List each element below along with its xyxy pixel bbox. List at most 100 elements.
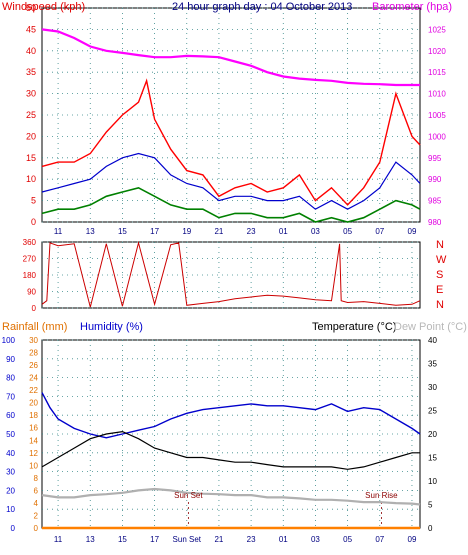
x-tick-label: 19: [182, 227, 191, 236]
x-tick-label: 13: [86, 535, 95, 544]
x-tick-label: 17: [150, 535, 159, 544]
direction-tick-label: 270: [23, 255, 37, 264]
humidity-tick-label: 30: [6, 468, 15, 477]
x-tick-label: 23: [247, 535, 256, 544]
direction-tick-label: 360: [23, 238, 37, 247]
wind-minimum-line: [41, 186, 421, 223]
dew-point-line: [41, 487, 421, 506]
wind-tick-label: 5: [31, 196, 36, 206]
x-tick-label: 07: [375, 227, 384, 236]
rainfall-tick-label: 10: [29, 461, 38, 470]
x-tick-label: 01: [279, 535, 288, 544]
wind-tick-label: 10: [26, 174, 36, 184]
rainfall-tick-label: 30: [29, 336, 38, 345]
humidity-axis-title: Humidity (%): [80, 321, 143, 333]
compass-label: W: [436, 254, 447, 266]
rainfall-tick-label: 28: [29, 349, 38, 358]
humidity-line: [41, 392, 421, 439]
humidity-tick-label: 40: [6, 449, 15, 458]
x-tick-label: 07: [375, 535, 384, 544]
temperature-axis-title: Temperature (°C): [312, 321, 396, 333]
x-tick-label: 09: [408, 227, 417, 236]
compass-label: N: [436, 299, 444, 311]
x-tick-label: 15: [118, 535, 127, 544]
temperature-tick-label: 40: [428, 336, 437, 345]
x-tick-label: 17: [150, 227, 159, 236]
wind-axis-title: Windspeed (kph): [2, 1, 85, 13]
chart-title: 24 hour graph day : 04 October 2013: [172, 1, 352, 13]
x-tick-label: 11: [54, 535, 63, 544]
x-tick-label: 11: [54, 227, 63, 236]
x-tick-label: 09: [408, 535, 417, 544]
windspeed-line: [41, 78, 421, 206]
rainfall-tick-label: 14: [29, 436, 38, 445]
barometer-tick-label: 985: [428, 197, 442, 206]
temperature-tick-label: 0: [428, 524, 433, 533]
rainfall-tick-label: 16: [29, 424, 38, 433]
humidity-tick-label: 100: [2, 336, 16, 345]
x-tick-label: 03: [311, 535, 320, 544]
rainfall-tick-label: 22: [29, 386, 38, 395]
wind-tick-label: 40: [26, 46, 36, 56]
sunset-annotation: Sun Set: [174, 491, 203, 500]
rainfall-tick-label: 18: [29, 411, 38, 420]
rainfall-tick-label: 12: [29, 449, 38, 458]
wind-tick-label: 50: [26, 3, 36, 13]
sunrise-annotation: Sun Rise: [365, 491, 398, 500]
x-tick-label: 05: [343, 227, 352, 236]
humidity-tick-label: 60: [6, 411, 15, 420]
barometer-line: [41, 28, 420, 87]
barometer-tick-label: 1025: [428, 25, 446, 34]
temperature-tick-label: 15: [428, 454, 437, 463]
rainfall-tick-label: 2: [34, 511, 39, 520]
temperature-tick-label: 20: [428, 430, 437, 439]
wind-tick-label: 20: [26, 131, 36, 141]
barometer-tick-label: 1005: [428, 111, 446, 120]
wind-tick-label: 45: [26, 24, 36, 34]
wind-tick-label: 35: [26, 67, 36, 77]
x-tick-label: 13: [86, 227, 95, 236]
humidity-tick-label: 10: [6, 505, 15, 514]
temperature-tick-label: 5: [428, 501, 433, 510]
rainfall-tick-label: 26: [29, 361, 38, 370]
rainfall-axis-title: Rainfall (mm): [2, 321, 67, 333]
dew-point-axis-title: Dew Point (°C): [394, 321, 467, 333]
rainfall-tick-label: 8: [34, 474, 39, 483]
temperature-tick-label: 10: [428, 477, 437, 486]
barometer-tick-label: 1000: [428, 132, 446, 141]
temperature-tick-label: 30: [428, 383, 437, 392]
humidity-tick-label: 80: [6, 374, 15, 383]
x-tick-label: 21: [214, 227, 223, 236]
barometer-tick-label: 980: [428, 218, 442, 227]
temperature-tick-label: 25: [428, 407, 437, 416]
humidity-tick-label: 20: [6, 486, 15, 495]
barometer-tick-label: 995: [428, 154, 442, 163]
humidity-tick-label: 0: [11, 524, 16, 533]
humidity-tick-label: 70: [6, 392, 15, 401]
temperature-line: [41, 430, 420, 470]
x-tick-label: 01: [279, 227, 288, 236]
barometer-axis-title: Barometer (hpa): [372, 1, 452, 13]
barometer-tick-label: 990: [428, 175, 442, 184]
wind-direction-line: [41, 240, 421, 308]
wind-tick-label: 15: [26, 153, 36, 163]
compass-label: S: [436, 269, 443, 281]
x-tick-label: 05: [343, 535, 352, 544]
wind-tick-label: 25: [26, 110, 36, 120]
compass-label: E: [436, 284, 443, 296]
humidity-tick-label: 90: [6, 355, 15, 364]
compass-label: N: [436, 239, 444, 251]
x-tick-label: 21: [214, 535, 223, 544]
humidity-tick-label: 50: [6, 430, 15, 439]
rainfall-tick-label: 4: [34, 499, 39, 508]
direction-tick-label: 90: [27, 288, 36, 297]
rainfall-tick-label: 20: [29, 399, 38, 408]
rainfall-tick-label: 6: [34, 486, 39, 495]
wind-tick-label: 30: [26, 89, 36, 99]
barometer-tick-label: 1010: [428, 90, 446, 99]
wind-tick-label: 0: [31, 217, 36, 227]
x-tick-label: Sun Set: [173, 535, 202, 544]
x-tick-label: 23: [247, 227, 256, 236]
barometer-tick-label: 1020: [428, 47, 446, 56]
